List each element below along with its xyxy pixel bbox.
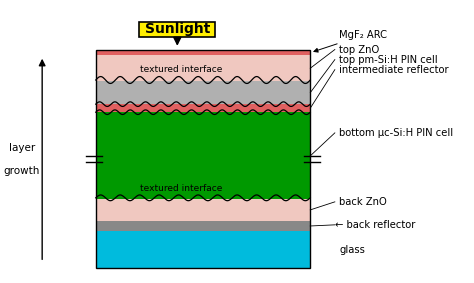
Bar [96,55,310,81]
Bar [96,199,310,220]
Text: layer: layer [9,143,35,153]
Text: ← back reflector: ← back reflector [335,220,415,230]
Text: textured interface: textured interface [140,65,223,74]
Bar [96,231,310,268]
Text: intermediate reflector: intermediate reflector [339,65,449,75]
Text: textured interface: textured interface [140,184,223,193]
Bar [96,104,310,112]
Text: MgF₂ ARC: MgF₂ ARC [314,30,387,52]
Text: Sunlight: Sunlight [145,22,210,36]
Bar [96,50,310,268]
Bar [96,112,310,199]
Text: top ZnO: top ZnO [339,44,380,55]
Text: growth: growth [4,166,40,175]
Bar [96,220,310,231]
Text: back ZnO: back ZnO [339,197,387,207]
Text: glass: glass [339,245,365,254]
Bar [96,50,310,55]
FancyBboxPatch shape [139,22,216,37]
Text: bottom μc-Si:H PIN cell: bottom μc-Si:H PIN cell [339,128,454,138]
Text: top pm-Si:H PIN cell: top pm-Si:H PIN cell [339,55,438,65]
Bar [96,81,310,104]
